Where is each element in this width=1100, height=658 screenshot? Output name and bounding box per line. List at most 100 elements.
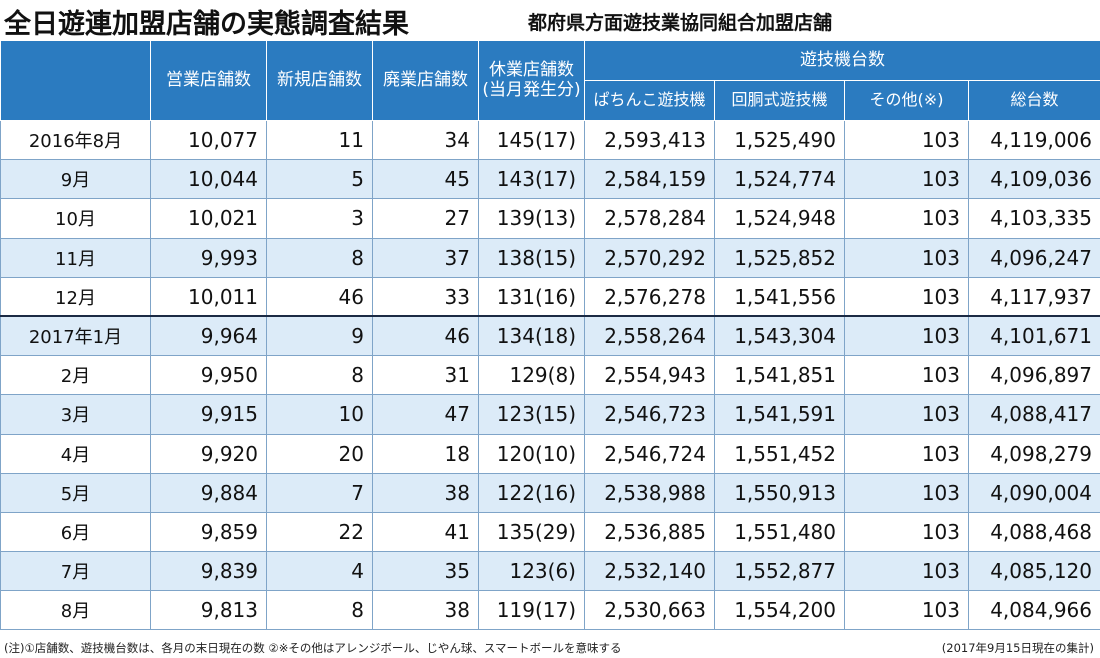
cell-eigyo: 9,884 xyxy=(150,472,267,513)
cell-pachinko: 2,530,663 xyxy=(584,590,715,631)
cell-haigyo: 31 xyxy=(372,355,479,396)
cell-total: 4,103,335 xyxy=(968,198,1100,239)
header-eigyo: 営業店舗数 xyxy=(150,40,267,121)
cell-kyugyo: 122(16) xyxy=(478,472,585,513)
cell-eigyo: 10,011 xyxy=(150,276,267,317)
cell-pachinko: 2,593,413 xyxy=(584,119,715,161)
cell-pachislot: 1,543,304 xyxy=(714,315,845,357)
cell-pachislot: 1,551,452 xyxy=(714,433,845,474)
cell-pachinko: 2,546,724 xyxy=(584,433,715,474)
cell-pachislot: 1,552,877 xyxy=(714,551,845,592)
cell-shinki: 7 xyxy=(266,472,373,513)
cell-month: 7月 xyxy=(0,551,151,592)
footnote: (注)①店舗数、遊技機台数は、各月の末日現在の数 ②※その他はアレンジボール、じ… xyxy=(4,641,622,655)
cell-shinki: 10 xyxy=(266,394,373,435)
cell-shinki: 4 xyxy=(266,551,373,592)
cell-total: 4,117,937 xyxy=(968,276,1100,317)
table-row: 6月 9,859 22 41 135(29) 2,536,885 1,551,4… xyxy=(0,511,1100,553)
cell-total: 4,085,120 xyxy=(968,551,1100,592)
cell-shinki: 20 xyxy=(266,433,373,474)
cell-kyugyo: 129(8) xyxy=(478,355,585,396)
cell-shinki: 46 xyxy=(266,276,373,317)
cell-haigyo: 45 xyxy=(372,159,479,200)
header-shinki: 新規店舗数 xyxy=(266,40,373,121)
cell-pachislot: 1,541,591 xyxy=(714,394,845,435)
cell-month: 4月 xyxy=(0,433,151,474)
cell-pachinko: 2,532,140 xyxy=(584,551,715,592)
cell-eigyo: 9,993 xyxy=(150,237,267,278)
cell-month: 2017年1月 xyxy=(0,315,151,357)
cell-kyugyo: 119(17) xyxy=(478,590,585,631)
cell-eigyo: 10,077 xyxy=(150,119,267,161)
cell-pachinko: 2,536,885 xyxy=(584,511,715,553)
cell-haigyo: 47 xyxy=(372,394,479,435)
header-pachislot: 回胴式遊技機 xyxy=(714,80,845,121)
cell-pachislot: 1,525,490 xyxy=(714,119,845,161)
cell-total: 4,098,279 xyxy=(968,433,1100,474)
header-other: その他(※) xyxy=(844,80,969,121)
cell-shinki: 11 xyxy=(266,119,373,161)
table-row: 7月 9,839 4 35 123(6) 2,532,140 1,552,877… xyxy=(0,551,1100,592)
cell-haigyo: 37 xyxy=(372,237,479,278)
footer: (注)①店舗数、遊技機台数は、各月の末日現在の数 ②※その他はアレンジボール、じ… xyxy=(0,638,1100,658)
cell-month: 8月 xyxy=(0,590,151,631)
cell-month: 10月 xyxy=(0,198,151,239)
header-month xyxy=(0,40,151,121)
table-row: 5月 9,884 7 38 122(16) 2,538,988 1,550,91… xyxy=(0,472,1100,513)
survey-table: 営業店舗数 新規店舗数 廃業店舗数 休業店舗数 (当月発生分) 遊技機台数 ぱち… xyxy=(0,40,1100,631)
cell-other: 103 xyxy=(844,433,969,474)
cell-haigyo: 38 xyxy=(372,472,479,513)
header-haigyo: 廃業店舗数 xyxy=(372,40,479,121)
cell-other: 103 xyxy=(844,237,969,278)
cell-total: 4,101,671 xyxy=(968,315,1100,357)
cell-pachislot: 1,554,200 xyxy=(714,590,845,631)
cell-shinki: 5 xyxy=(266,159,373,200)
cell-other: 103 xyxy=(844,159,969,200)
cell-haigyo: 35 xyxy=(372,551,479,592)
cell-pachinko: 2,554,943 xyxy=(584,355,715,396)
cell-other: 103 xyxy=(844,394,969,435)
cell-pachislot: 1,551,480 xyxy=(714,511,845,553)
cell-pachinko: 2,576,278 xyxy=(584,276,715,317)
cell-pachinko: 2,584,159 xyxy=(584,159,715,200)
page-subtitle: 都府県方面遊技業協同組合加盟店舗 xyxy=(528,12,833,34)
cell-other: 103 xyxy=(844,315,969,357)
cell-kyugyo: 143(17) xyxy=(478,159,585,200)
header-kyugyo-line1: 休業店舗数 xyxy=(489,59,574,80)
cell-eigyo: 9,859 xyxy=(150,511,267,553)
header-kyugyo: 休業店舗数 (当月発生分) xyxy=(478,40,585,121)
cell-total: 4,088,417 xyxy=(968,394,1100,435)
cell-shinki: 9 xyxy=(266,315,373,357)
page-title: 全日遊連加盟店舗の実態調査結果 xyxy=(4,9,409,40)
header-machines-group: 遊技機台数 xyxy=(584,40,1100,81)
cell-eigyo: 10,044 xyxy=(150,159,267,200)
cell-kyugyo: 134(18) xyxy=(478,315,585,357)
cell-total: 4,096,247 xyxy=(968,237,1100,278)
cell-other: 103 xyxy=(844,276,969,317)
header-pachinko: ぱちんこ遊技機 xyxy=(584,80,715,121)
cell-pachislot: 1,525,852 xyxy=(714,237,845,278)
cell-eigyo: 9,920 xyxy=(150,433,267,474)
cell-other: 103 xyxy=(844,119,969,161)
cell-total: 4,096,897 xyxy=(968,355,1100,396)
cell-month: 6月 xyxy=(0,511,151,553)
table-row: 11月 9,993 8 37 138(15) 2,570,292 1,525,8… xyxy=(0,237,1100,278)
cell-kyugyo: 135(29) xyxy=(478,511,585,553)
cell-haigyo: 38 xyxy=(372,590,479,631)
cell-pachislot: 1,524,948 xyxy=(714,198,845,239)
cell-eigyo: 9,950 xyxy=(150,355,267,396)
cell-other: 103 xyxy=(844,590,969,631)
cell-kyugyo: 123(6) xyxy=(478,551,585,592)
cell-eigyo: 9,839 xyxy=(150,551,267,592)
table-row: 2017年1月 9,964 9 46 134(18) 2,558,264 1,5… xyxy=(0,315,1100,357)
cell-pachinko: 2,546,723 xyxy=(584,394,715,435)
cell-kyugyo: 138(15) xyxy=(478,237,585,278)
table-row: 2月 9,950 8 31 129(8) 2,554,943 1,541,851… xyxy=(0,355,1100,396)
cell-other: 103 xyxy=(844,472,969,513)
cell-kyugyo: 145(17) xyxy=(478,119,585,161)
cell-month: 5月 xyxy=(0,472,151,513)
as-of-date: (2017年9月15日現在の集計) xyxy=(941,641,1094,655)
cell-shinki: 22 xyxy=(266,511,373,553)
cell-pachislot: 1,541,556 xyxy=(714,276,845,317)
cell-month: 3月 xyxy=(0,394,151,435)
